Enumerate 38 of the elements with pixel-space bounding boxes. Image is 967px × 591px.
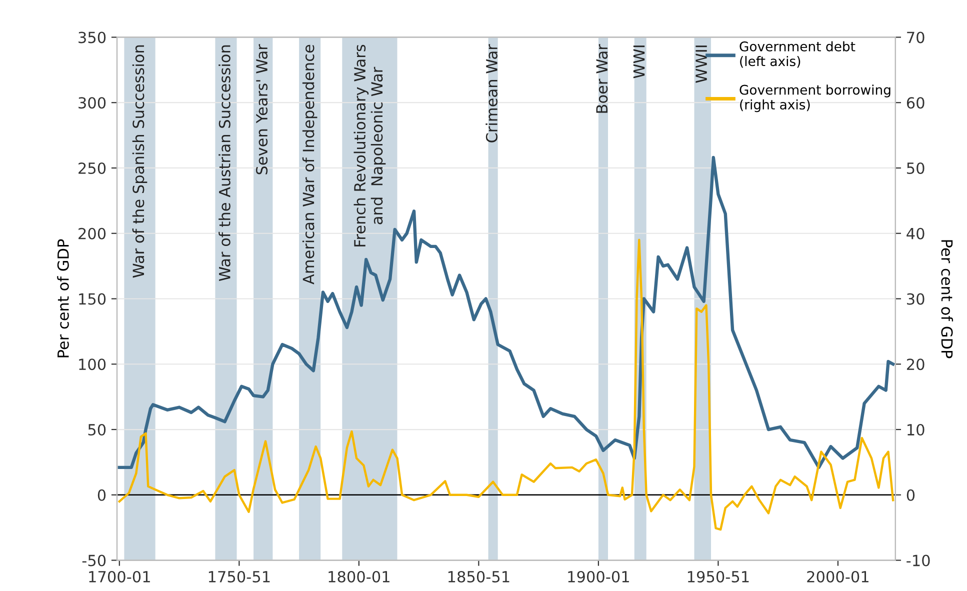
y2-tick-label: 70 xyxy=(907,32,924,44)
band-label: French Revolutionary Wars and Napoleonic War xyxy=(354,44,386,246)
y-tick-label: 150 xyxy=(79,293,106,305)
band-label: War of the Austrian Succession xyxy=(218,45,230,282)
y-tick-label: 350 xyxy=(78,32,106,44)
y-tick-label: 200 xyxy=(78,228,106,240)
y-axis-title: Per cent of GDP xyxy=(57,239,69,358)
y2-tick-label: -10 xyxy=(906,554,930,566)
band-label: Boer War xyxy=(596,44,608,113)
y2-tick-label: 40 xyxy=(906,228,924,240)
x-tick-label: 1700-01 xyxy=(89,570,150,583)
band-label: WWI xyxy=(633,46,645,78)
x-tick-label: 1900-01 xyxy=(568,570,629,583)
band-label: American War of Independence xyxy=(302,44,318,284)
y-tick-label: 100 xyxy=(79,358,106,370)
y2-tick-label: 30 xyxy=(907,293,924,305)
y2-tick-label: 10 xyxy=(908,424,924,436)
band-label: Crimean War xyxy=(486,44,498,142)
band-label: Seven Years' War xyxy=(256,44,268,174)
x-tick-label: 1850-51 xyxy=(448,570,510,583)
y2-tick-label: 0 xyxy=(906,489,915,501)
y-tick-label: 300 xyxy=(78,97,106,109)
y-tick-label: 50 xyxy=(88,424,106,436)
y2-tick-label: 60 xyxy=(906,97,924,109)
y-tick-label: 0 xyxy=(98,489,106,501)
x-tick-label: 1950-51 xyxy=(688,570,749,583)
x-tick-label: 1800-01 xyxy=(328,570,390,583)
band-label: WWII xyxy=(696,46,707,83)
x-tick-label: 1750-51 xyxy=(208,570,270,583)
band-label: War of the Spanish Succession xyxy=(132,45,148,278)
legend-label: Government borrowing (right axis) xyxy=(740,84,890,112)
y2-axis-title: Per cent of GDP xyxy=(941,240,954,358)
legend-label: Government debt (left axis) xyxy=(740,41,856,68)
x-tick-label: 2000-01 xyxy=(807,570,868,583)
y2-tick-label: 50 xyxy=(907,162,924,174)
y-tick-label: 250 xyxy=(78,162,106,174)
y-tick-label: -50 xyxy=(82,554,106,566)
y2-tick-label: 20 xyxy=(906,358,924,370)
